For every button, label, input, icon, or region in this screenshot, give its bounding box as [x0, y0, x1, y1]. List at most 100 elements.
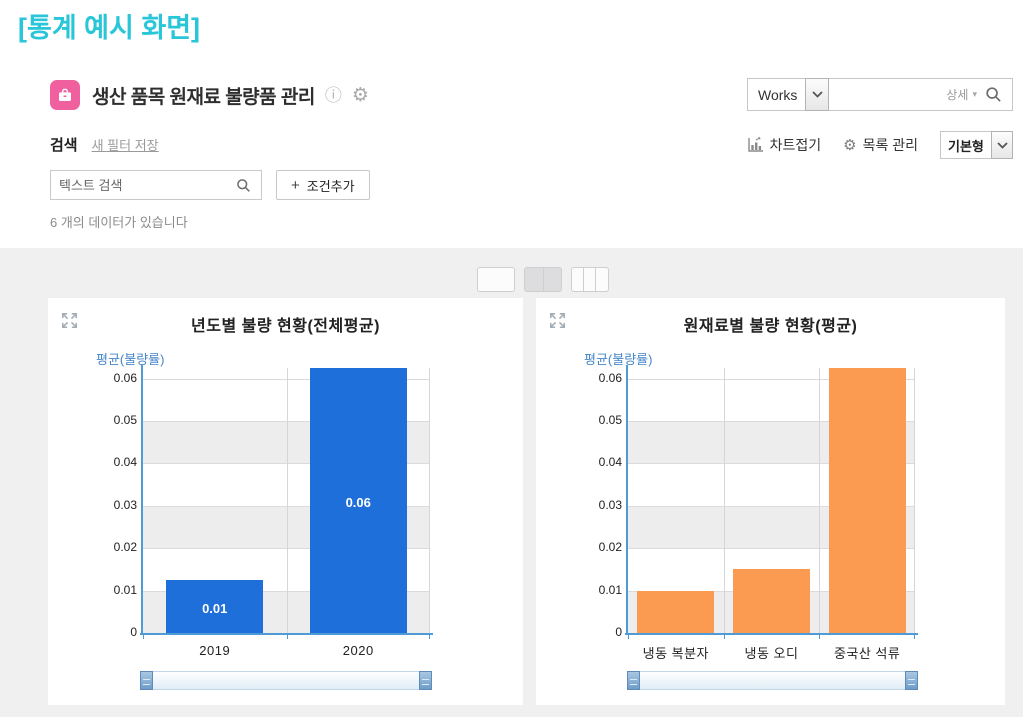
y-tick-label: 0.03 — [113, 497, 137, 512]
x-tick-mark — [429, 635, 430, 639]
x-tick-mark — [143, 635, 144, 639]
bar-2020[interactable]: 0.06 — [309, 368, 407, 633]
filter-header: 검색 새 필터 저장 — [50, 134, 159, 155]
advanced-search-toggle[interactable]: 상세 ▾ — [946, 86, 977, 103]
chart-x-scrollbar[interactable] — [627, 671, 918, 690]
view-type-value: 기본형 — [948, 138, 984, 154]
chart-title: 년도별 불량 현황(전체평균) — [191, 318, 380, 335]
info-icon[interactable]: ⓘ — [324, 85, 342, 105]
y-tick-label: 0.04 — [113, 455, 137, 470]
data-count-text: 6 개의 데이터가 있습니다 — [50, 215, 188, 230]
text-search-field — [50, 170, 262, 200]
bar-value-label: 0.06 — [345, 494, 371, 510]
chart-collapse-icon — [747, 137, 763, 152]
chart-title: 원재료별 불량 현황(평균) — [683, 318, 858, 335]
plot-right-border — [914, 368, 915, 633]
settings-gear-icon[interactable]: ⚙ — [351, 84, 369, 106]
x-category-label: 2019 — [199, 643, 231, 658]
chart-collapse-label: 차트접기 — [769, 137, 822, 153]
scrollbar-handle-right[interactable] — [419, 671, 432, 690]
search-icon — [986, 87, 1001, 102]
view-type-dropdown-button[interactable] — [991, 131, 1013, 159]
plus-icon: + — [291, 176, 300, 194]
chart-x-scrollbar[interactable] — [140, 671, 432, 690]
x-axis-line — [625, 633, 918, 635]
scrollbar-handle-left[interactable] — [627, 671, 640, 690]
x-axis-line — [140, 633, 433, 635]
global-search-input[interactable] — [829, 79, 947, 110]
x-tick-mark — [914, 635, 915, 639]
y-tick-label: 0.06 — [113, 370, 137, 385]
briefcase-icon — [59, 88, 71, 101]
gear-icon: ⚙ — [843, 137, 857, 154]
chart-card-material: 원재료별 불량 현황(평균) 평균(불량률) 0 0.01 0.02 0.03 0.04… — [536, 298, 1005, 705]
layout-toggle-1col[interactable] — [476, 267, 515, 292]
y-tick-label: 0 — [615, 625, 622, 639]
text-search-button[interactable] — [228, 178, 261, 193]
expand-icon[interactable] — [548, 311, 567, 335]
chart-plot-area: 0 0.01 0.02 0.03 0.04 0.05 0.06 냉동 복분자 냉동 오디 중국산 … — [599, 365, 918, 661]
expand-icon[interactable] — [60, 311, 79, 335]
page-title: [통계 예시 화면] — [18, 13, 201, 43]
y-tick-label: 0.02 — [113, 540, 137, 555]
bar-중국산 석류[interactable] — [828, 368, 906, 633]
chart-plot-area: 0.01 0.06 0 0.01 0.02 0.03 0.04 0.05 0.06 2019 202… — [114, 365, 433, 658]
x-category-label: 2020 — [342, 643, 374, 658]
content-panel: 년도별 불량 현황(전체평균) 평균(불량률) 0.01 0.06 0 0.01 0.0… — [0, 248, 1023, 717]
x-tick-mark — [628, 635, 629, 639]
add-condition-label: 조건추가 — [306, 178, 355, 194]
app-title: 생산 품목 원재료 불량품 관리 — [92, 86, 315, 108]
x-tick-mark — [286, 635, 288, 639]
bar-냉동 오디[interactable] — [732, 569, 810, 633]
x-category-label: 중국산 석류 — [833, 646, 901, 661]
y-tick-label: 0.05 — [113, 413, 137, 427]
search-icon — [237, 178, 250, 192]
grid-vline — [819, 368, 821, 633]
scrollbar-handle-right[interactable] — [905, 671, 918, 690]
x-category-label: 냉동 오디 — [744, 646, 799, 661]
chart-collapse-button[interactable]: 차트접기 — [747, 135, 822, 155]
x-tick-mark — [723, 635, 725, 639]
bar-2019[interactable]: 0.01 — [166, 580, 264, 633]
list-manage-label: 목록 관리 — [862, 137, 918, 153]
chevron-down-icon — [812, 91, 823, 98]
triangle-down-icon: ▾ — [972, 89, 977, 99]
y-tick-label: 0.02 — [598, 540, 622, 555]
y-axis-line — [141, 365, 143, 633]
y-tick-label: 0 — [130, 625, 137, 639]
chevron-down-icon — [996, 141, 1008, 149]
grid-vline — [286, 368, 288, 633]
list-manage-button[interactable]: ⚙ 목록 관리 — [843, 135, 918, 155]
list-toolbar: 차트접기 ⚙ 목록 관리 기본형 — [747, 130, 1013, 160]
app-header: 생산 품목 원재료 불량품 관리 ⓘ ⚙ — [50, 80, 369, 110]
grid-vline — [723, 368, 725, 633]
x-tick-mark — [819, 635, 821, 639]
text-search-input[interactable] — [51, 177, 228, 193]
chart-y-axis-title: 평균(불량률) — [584, 352, 653, 367]
works-scope-label: Works — [758, 86, 798, 103]
save-new-filter-link[interactable]: 새 필터 저장 — [91, 138, 159, 153]
chart-y-axis-title: 평균(불량률) — [96, 352, 165, 367]
x-category-label: 냉동 복분자 — [642, 646, 710, 661]
layout-toggle-group — [31, 267, 1023, 292]
y-tick-label: 0.01 — [113, 582, 137, 597]
y-tick-label: 0.03 — [598, 497, 622, 512]
scrollbar-handle-left[interactable] — [140, 671, 153, 690]
app-icon — [50, 80, 80, 110]
y-tick-label: 0.01 — [598, 582, 622, 597]
add-condition-button[interactable]: + 조건추가 — [276, 170, 370, 200]
chart-card-yearly: 년도별 불량 현황(전체평균) 평균(불량률) 0.01 0.06 0 0.01 0.0… — [48, 298, 523, 705]
global-search-bar: Works 상세 ▾ — [747, 78, 1013, 111]
plot-right-border — [429, 368, 430, 633]
bar-value-label: 0.01 — [202, 600, 228, 616]
works-scope-dropdown-button[interactable] — [805, 78, 830, 111]
bar-냉동 복분자[interactable] — [637, 590, 715, 633]
layout-toggle-2col[interactable] — [523, 267, 562, 292]
y-tick-label: 0.05 — [598, 413, 622, 427]
view-type-select[interactable]: 기본형 — [940, 131, 1013, 159]
layout-toggle-3col[interactable] — [570, 267, 609, 292]
search-section-label: 검색 — [50, 137, 78, 154]
y-axis-line — [626, 365, 628, 633]
global-search-button[interactable] — [977, 86, 1012, 103]
